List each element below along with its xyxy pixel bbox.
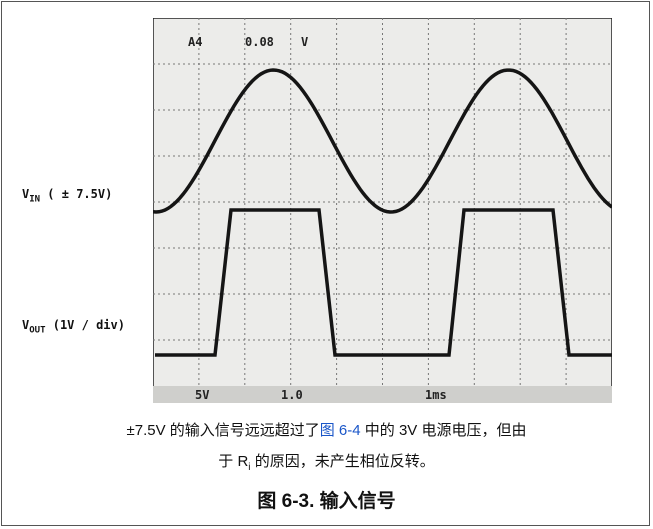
caption-subscript: i [248,462,251,473]
channel-label: A4 [188,35,202,49]
caption-line: 于 Ri 的原因，未产生相位反转。 [0,446,653,483]
scale-label: 1.0 [281,388,303,402]
vout-rest: (1V / div) [45,318,125,332]
caption: ±7.5V 的输入信号远远超过了图 6-4 中的 3V 电源电压，但由 于 Ri… [0,415,653,483]
vout-main: V [22,318,30,332]
caption-text: 中的 3V 电源电压，但由 [360,422,527,439]
oscilloscope: A4 0.08 V 5V 1.0 1ms [153,18,612,403]
scale-label: 5V [195,388,209,402]
figure-title: 图 6-3. 输入信号 [257,491,396,512]
vout-sub: OUT [29,325,46,336]
vin-main: V [22,187,30,201]
caption-line: ±7.5V 的输入信号远远超过了图 6-4 中的 3V 电源电压，但由 [0,415,653,446]
figure-link[interactable]: 图 6-4 [319,422,361,439]
input-waveform [153,68,612,214]
caption-text: ±7.5V 的输入信号远远超过了 [126,422,320,439]
level-label: 0.08 [245,35,274,49]
vin-sub: IN [29,194,41,205]
scope-footer [153,386,612,403]
timebase-label: 1ms [425,388,447,402]
level-unit: V [301,35,308,49]
caption-text: 于 R [218,453,249,470]
caption-text: 的原因，未产生相位反转。 [250,453,435,470]
vin-rest: ( ± 7.5V) [40,187,113,201]
vin-label: VIN ( ± 7.5V) [22,187,112,204]
vout-label: VOUT (1V / div) [22,318,125,335]
output-waveform [155,208,612,357]
